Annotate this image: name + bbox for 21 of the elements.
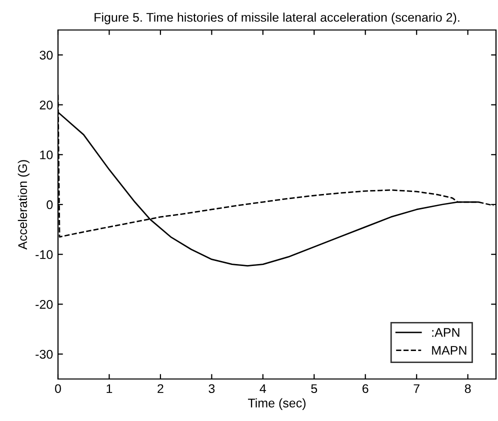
x-axis-title: Time (sec) (248, 398, 306, 410)
y-axis-title: Acceleration (G) (18, 160, 30, 250)
y-tick-label: -20 (36, 300, 53, 309)
y-tick-label: -10 (36, 250, 53, 260)
x-tick-label: 6 (362, 384, 368, 394)
x-tick-label: 2 (158, 384, 164, 393)
x-tick-label: 8 (464, 384, 471, 394)
x-tick-label: 5 (311, 384, 318, 394)
x-tick-label: 0 (55, 384, 61, 394)
y-tick-label: 0 (46, 200, 53, 210)
legend-label: MAPN (432, 346, 466, 355)
x-tick-label: 7 (414, 384, 420, 393)
y-tick-label: 30 (40, 50, 53, 60)
x-tick-label: 3 (208, 384, 215, 394)
y-tick-label: -30 (36, 350, 53, 359)
y-tick-label: 20 (40, 100, 53, 110)
y-tick-label: 10 (40, 150, 53, 160)
legend-label: :APN (432, 328, 460, 337)
x-tick-label: 1 (106, 384, 112, 393)
chart-title: Figure 5. Time histories of missile lateral acceleration (scenario 2). (94, 12, 460, 24)
x-tick-label: 4 (260, 384, 266, 393)
